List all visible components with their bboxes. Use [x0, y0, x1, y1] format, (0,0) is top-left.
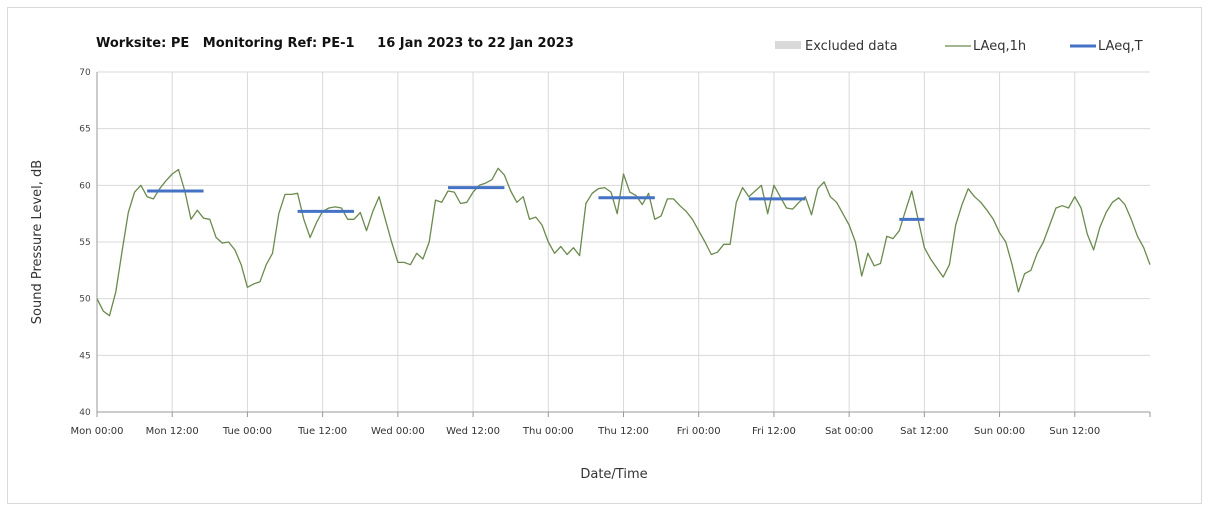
y-axis-label: Sound Pressure Level, dB: [30, 160, 45, 324]
x-tick-label: Mon 00:00: [70, 426, 123, 437]
x-tick-label: Sun 00:00: [974, 426, 1025, 437]
legend-label: LAeq,T: [1098, 39, 1143, 54]
laeq-t-series: [147, 186, 925, 221]
x-tick-label: Fri 12:00: [752, 426, 796, 437]
y-tick-label: 40: [79, 408, 91, 418]
x-axis-label: Date/Time: [580, 467, 647, 482]
x-tick-label: Mon 12:00: [146, 426, 199, 437]
x-tick-label: Sat 00:00: [825, 426, 873, 437]
legend-item: LAeq,T: [1070, 39, 1143, 54]
legend-item: LAeq,1h: [945, 39, 1026, 54]
x-tick-label: Wed 12:00: [446, 426, 500, 437]
y-tick-label: 55: [79, 238, 90, 248]
x-tick-label: Fri 00:00: [677, 426, 721, 437]
y-tick-label: 50: [79, 295, 91, 305]
x-tick-label: Sat 12:00: [900, 426, 948, 437]
x-tick-label: Tue 12:00: [297, 426, 347, 437]
x-tick-label: Thu 12:00: [597, 426, 649, 437]
legend-item: Excluded data: [775, 39, 898, 54]
legend-swatch: [775, 41, 801, 49]
legend-label: Excluded data: [805, 39, 898, 54]
y-tick-label: 45: [79, 351, 90, 361]
legend: Excluded data LAeq,1h LAeq,T: [775, 39, 1143, 54]
gridlines: [97, 71, 1150, 412]
chart-title: Worksite: PE Monitoring Ref: PE-1 16 Jan…: [96, 36, 574, 51]
axes: 40 45 50 55 60 65 70 Mon 00:00 Mon 12:00 Tue 00:0…: [70, 68, 1151, 437]
chart-area: [7, 7, 1202, 504]
x-tick-label: Sun 12:00: [1049, 426, 1100, 437]
laeq-1h-line: [96, 167, 1151, 317]
y-tick-label: 70: [79, 68, 91, 78]
legend-label: LAeq,1h: [973, 39, 1026, 54]
y-tick-label: 65: [79, 125, 90, 135]
laeq-1h-series: [96, 167, 1151, 317]
x-tick-label: Thu 00:00: [522, 426, 574, 437]
x-tick-label: Wed 00:00: [371, 426, 425, 437]
y-tick-label: 60: [79, 181, 91, 191]
x-tick-label: Tue 00:00: [222, 426, 272, 437]
